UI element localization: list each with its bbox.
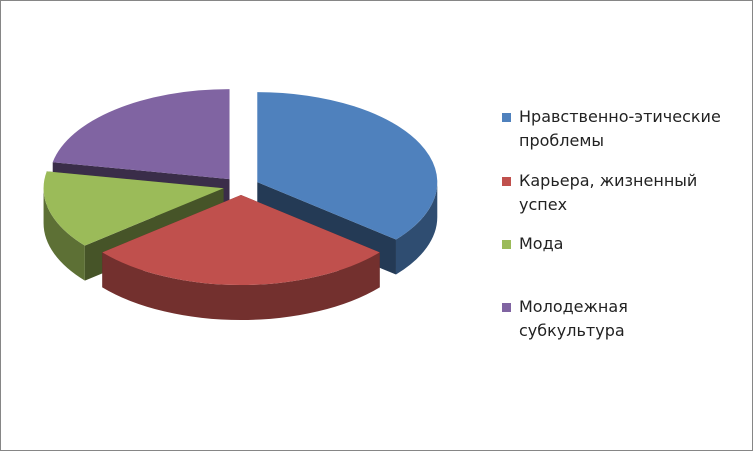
slice xyxy=(102,195,380,286)
legend-swatch xyxy=(502,240,511,249)
legend-label: Молодежная субкультура xyxy=(519,297,628,340)
slice xyxy=(52,89,230,180)
slice-side xyxy=(102,252,380,320)
slice-side xyxy=(43,188,85,281)
legend-swatch xyxy=(502,177,511,186)
legend-item: Мода xyxy=(499,232,734,256)
legend-label: Мода xyxy=(519,234,564,253)
legend-item: Карьера, жизненный успех xyxy=(499,169,734,217)
legend-label: Нравственно-этические проблемы xyxy=(519,107,721,150)
slice xyxy=(257,92,438,240)
legend-label: Карьера, жизненный успех xyxy=(519,171,698,214)
slice xyxy=(43,171,224,246)
legend-item: Нравственно-этические проблемы xyxy=(499,105,734,153)
legend-swatch xyxy=(502,303,511,312)
legend-item: Молодежная субкультура xyxy=(499,295,734,343)
slice-side xyxy=(395,182,438,275)
legend-swatch xyxy=(502,113,511,122)
